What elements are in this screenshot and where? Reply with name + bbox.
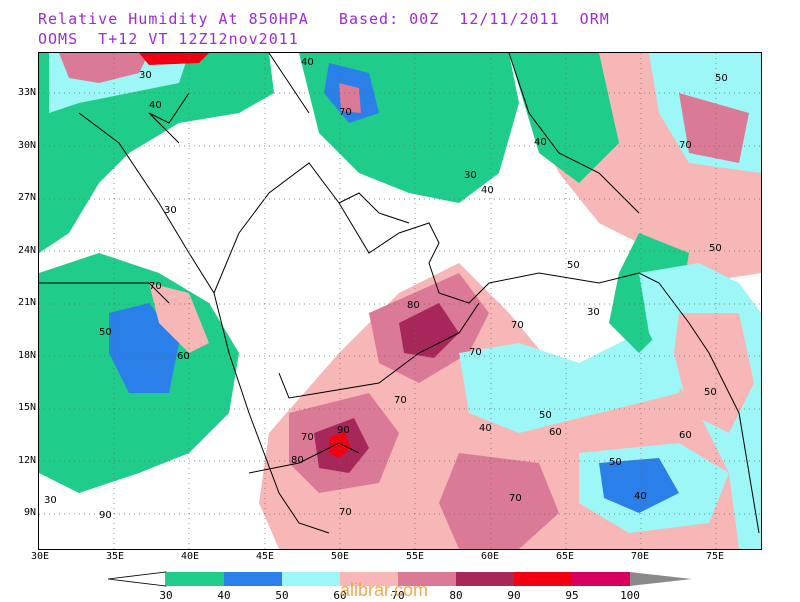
contour-label: 30	[464, 170, 477, 181]
contour-label: 90	[337, 425, 350, 436]
legend-colorbar	[108, 571, 692, 587]
contour-label: 40	[534, 137, 547, 148]
contour-label: 80	[291, 455, 304, 466]
contour-label: 30	[139, 70, 152, 81]
legend-label: 90	[507, 589, 521, 602]
contour-label: 40	[479, 423, 492, 434]
contour-label: 50	[609, 457, 622, 468]
contour-label: 40	[481, 185, 494, 196]
legend-low-arrow	[108, 571, 167, 587]
legend-swatch	[398, 572, 456, 586]
legend-swatch	[456, 572, 514, 586]
contour-label: 70	[149, 281, 162, 292]
map-subtitle: OOMS T+12 VT 12Z12nov2011	[38, 30, 299, 48]
contour-label: 50	[539, 410, 552, 421]
legend-label: 30	[159, 589, 173, 602]
contour-label: 60	[549, 427, 562, 438]
legend-label: 60	[333, 589, 347, 602]
watermark: alibrar.com	[340, 580, 429, 600]
lat-label: 12N	[17, 455, 36, 466]
contour-label: 50	[99, 327, 112, 338]
legend-label: 95	[565, 589, 579, 602]
contour-label: 70	[339, 507, 352, 518]
lat-label: 15N	[17, 402, 36, 413]
lat-label: 30N	[17, 140, 36, 151]
lon-label: 55E	[405, 551, 425, 562]
legend-label: 70	[391, 589, 405, 602]
contour-label: 70	[509, 493, 522, 504]
lat-label: 33N	[17, 87, 36, 98]
contour-label: 80	[407, 300, 420, 311]
map-title: Relative Humidity At 850HPA Based: 00Z 1…	[38, 10, 610, 28]
contour-label: 40	[149, 100, 162, 111]
contour-label: 50	[709, 243, 722, 254]
contour-label: 60	[177, 351, 190, 362]
legend-swatch	[340, 572, 398, 586]
contour-label: 70	[301, 432, 314, 443]
contour-label: 40	[301, 57, 314, 68]
legend-swatch	[514, 572, 572, 586]
legend-label: 50	[275, 589, 289, 602]
lon-label: 30E	[30, 551, 50, 562]
contour-label: 30	[164, 205, 177, 216]
lon-label: 75E	[705, 551, 725, 562]
lon-label: 60E	[480, 551, 500, 562]
contour-label: 50	[704, 387, 717, 398]
lat-label: 27N	[17, 192, 36, 203]
contour-label: 70	[511, 320, 524, 331]
contour-label: 30	[587, 307, 600, 318]
lon-label: 40E	[180, 551, 200, 562]
contour-label: 30	[44, 495, 57, 506]
lon-label: 50E	[330, 551, 350, 562]
legend-high-arrow	[630, 572, 692, 586]
lat-label: 21N	[17, 297, 36, 308]
contour-label: 90	[99, 510, 112, 521]
lon-label: 35E	[105, 551, 125, 562]
humidity-map: 30 40 40 70 40 70 50 30 40 30 70 50 60 8…	[38, 52, 762, 550]
lon-label: 65E	[555, 551, 575, 562]
lon-label: 70E	[630, 551, 650, 562]
legend-swatch	[224, 572, 282, 586]
legend-label: 100	[620, 589, 640, 602]
map-canvas: 30 40 40 70 40 70 50 30 40 30 70 50 60 8…	[39, 53, 761, 549]
contour-label: 60	[679, 430, 692, 441]
lat-label: 24N	[17, 245, 36, 256]
contour-label: 50	[567, 260, 580, 271]
contour-label: 50	[715, 73, 728, 84]
legend-swatch	[572, 572, 630, 586]
contour-label: 70	[394, 395, 407, 406]
contour-label: 70	[469, 347, 482, 358]
legend-label: 80	[449, 589, 463, 602]
contour-label: 70	[339, 107, 352, 118]
contour-label: 40	[634, 491, 647, 502]
legend-swatch	[282, 572, 340, 586]
legend-swatch	[166, 572, 224, 586]
lat-label: 18N	[17, 350, 36, 361]
lat-label: 9N	[23, 507, 36, 518]
lon-label: 45E	[255, 551, 275, 562]
contour-label: 70	[679, 140, 692, 151]
legend-label: 40	[217, 589, 231, 602]
